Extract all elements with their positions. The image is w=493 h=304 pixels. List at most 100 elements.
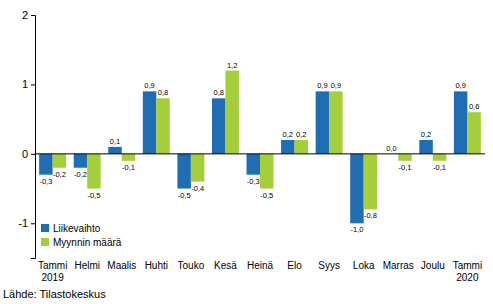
data-label: -0,3 — [39, 177, 52, 186]
y-tick-label: 2 — [22, 9, 28, 21]
legend-swatch — [41, 238, 49, 246]
x-tick: Heinä — [247, 260, 274, 271]
source-note: Lähde: Tilastokeskus — [3, 288, 106, 300]
bar — [177, 154, 190, 189]
x-tick: Helmi — [74, 260, 100, 271]
bar — [295, 140, 308, 154]
bar — [225, 71, 238, 154]
x-tick: Tammi2019 — [38, 260, 67, 283]
x-tick-label: Loka — [353, 260, 375, 271]
x-tick-label: Touko — [178, 260, 205, 271]
bar — [316, 91, 329, 153]
bar — [39, 154, 52, 175]
bar — [467, 112, 480, 154]
data-label: -0,2 — [53, 170, 66, 179]
legend: Liikevaihto Myynnin määrä — [41, 223, 122, 248]
data-label: -0,1 — [433, 163, 446, 172]
data-label: 1,2 — [227, 61, 237, 70]
data-label: 0,9 — [331, 81, 341, 90]
data-label: -0,3 — [247, 177, 260, 186]
data-label: 0,6 — [469, 102, 479, 111]
x-tick: Marras — [383, 260, 414, 271]
data-label: 0,2 — [296, 130, 306, 139]
bar — [143, 91, 156, 153]
data-label: 0,9 — [144, 81, 154, 90]
x-tick-label: Heinä — [247, 260, 274, 271]
x-tick: Elo — [287, 260, 302, 271]
bar — [53, 154, 66, 168]
data-label: -0,5 — [87, 191, 100, 200]
data-label: 0,8 — [158, 88, 168, 97]
bar — [419, 140, 432, 154]
x-tick-label: Maalis — [107, 260, 136, 271]
data-label: 0,2 — [421, 130, 431, 139]
data-label: 0,9 — [317, 81, 327, 90]
bar — [212, 98, 225, 154]
x-tick-label: Tammi2020 — [453, 260, 482, 283]
data-label: -1,0 — [350, 225, 363, 234]
y-tick: 2 — [22, 9, 35, 21]
x-tick-label: Huhti — [145, 260, 168, 271]
data-labels: -0,3-0,20,10,9-0,50,8-0,30,20,9-1,00,00,… — [39, 61, 479, 235]
x-tick-label: Elo — [287, 260, 302, 271]
data-label: -0,8 — [364, 211, 377, 220]
x-tick-label: Marras — [383, 260, 414, 271]
bar — [329, 91, 342, 153]
data-label: -0,1 — [399, 163, 412, 172]
y-tick-mark — [31, 84, 35, 85]
data-label: -0,2 — [74, 170, 87, 179]
x-tick: Kesä — [214, 260, 237, 271]
y-tick: -1 — [18, 217, 35, 229]
bar — [191, 154, 204, 182]
y-tick-mark — [31, 223, 35, 224]
x-tick: Touko — [178, 260, 205, 271]
bar — [156, 98, 169, 154]
legend-swatch — [41, 224, 49, 232]
x-tick: Huhti — [145, 260, 168, 271]
x-axis: Tammi2019 Helmi Maalis Huhti Touko Kesä Heinä E… — [38, 260, 482, 283]
bar — [398, 154, 411, 161]
x-tick-label: Tammi2019 — [38, 260, 67, 283]
legend-label: Myynnin määrä — [53, 237, 122, 248]
data-label: -0,5 — [178, 191, 191, 200]
bar — [260, 154, 273, 189]
data-label: 0,9 — [455, 81, 465, 90]
x-tick: Loka — [353, 260, 375, 271]
y-tick-label: -1 — [18, 217, 28, 229]
legend-label: Liikevaihto — [53, 223, 101, 234]
bar — [433, 154, 446, 161]
chart: -1 0 1 2 Tammi2019 Helmi Maalis Huhti Touko Kesä H… — [0, 0, 493, 304]
y-tick-mark — [31, 154, 35, 155]
y-tick-label: 0 — [22, 148, 28, 160]
bar — [350, 154, 363, 223]
data-label: -0,4 — [191, 184, 204, 193]
bar — [247, 154, 260, 175]
x-tick: Maalis — [107, 260, 136, 271]
bar — [454, 91, 467, 153]
legend-entry: Myynnin määrä — [41, 237, 122, 248]
bar — [122, 154, 135, 161]
y-tick: 1 — [22, 78, 35, 90]
data-label: 0,2 — [283, 130, 293, 139]
x-tick-label: Syys — [318, 260, 340, 271]
data-label: -0,1 — [122, 163, 135, 172]
y-tick-label: 1 — [22, 78, 28, 90]
x-tick-label: Kesä — [214, 260, 237, 271]
y-axis-line — [31, 16, 36, 259]
bar — [74, 154, 87, 168]
y-axis: -1 0 1 2 — [18, 9, 35, 258]
y-tick-mark — [31, 15, 35, 16]
x-tick: Syys — [318, 260, 340, 271]
data-label: 0,8 — [213, 88, 223, 97]
legend-entry: Liikevaihto — [41, 223, 101, 234]
bars — [39, 71, 481, 224]
data-label: 0,1 — [110, 137, 120, 146]
data-label: 0,0 — [386, 144, 396, 153]
y-tick: 0 — [22, 148, 35, 160]
bar — [364, 154, 377, 210]
x-tick-label: Helmi — [74, 260, 100, 271]
bar — [87, 154, 100, 189]
zero-line — [35, 153, 485, 154]
x-tick: Joulu — [421, 260, 445, 271]
bar — [108, 147, 121, 154]
